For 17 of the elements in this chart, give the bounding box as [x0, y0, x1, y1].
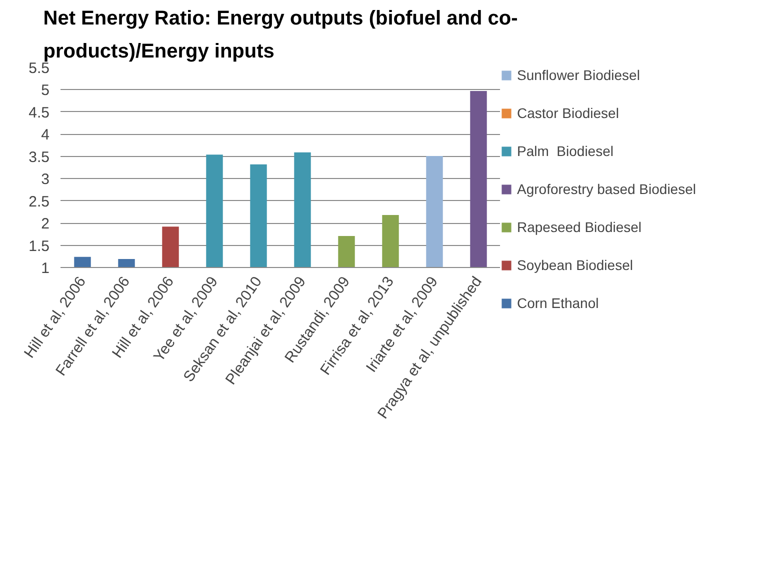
- y-tick-label: 1: [41, 260, 50, 277]
- legend-label: Corn Ethanol: [517, 295, 599, 311]
- y-tick-label: 4: [41, 126, 50, 144]
- y-tick-label: 2: [41, 216, 50, 233]
- y-tick-label: 5: [41, 82, 50, 100]
- legend-label: Castor Biodiesel: [517, 105, 619, 121]
- legend-label: Sunflower Biodiesel: [517, 67, 640, 83]
- y-tick-label: 2.5: [28, 193, 50, 210]
- y-tick-label: 3.5: [28, 148, 50, 166]
- legend-label: Agroforestry based Biodiesel: [517, 181, 696, 197]
- y-tick-label: 4.5: [28, 104, 50, 122]
- y-tick-label: 3: [41, 171, 50, 188]
- legend-label: Soybean Biodiesel: [517, 257, 633, 273]
- legend-label: Palm Biodiesel: [517, 143, 614, 159]
- y-tick-label: 1.5: [28, 238, 50, 255]
- chart-title: Net Energy Ratio: Energy outputs (biofuel and co-products)/Energy inputs: [43, 8, 518, 62]
- legend-label: Rapeseed Biodiesel: [517, 219, 642, 235]
